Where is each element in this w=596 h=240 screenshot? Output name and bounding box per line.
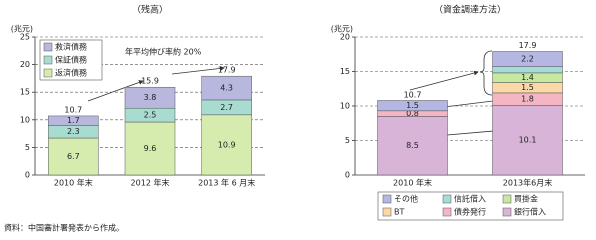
bar-segment	[492, 66, 563, 74]
bar-segment	[124, 121, 176, 176]
legend-swatch	[442, 207, 452, 217]
bar-segment	[124, 86, 176, 109]
total-label: 10.7	[404, 91, 422, 100]
legend-label: 銀行借入	[514, 207, 546, 217]
total-label: 10.7	[64, 105, 82, 114]
bar-segment	[377, 116, 448, 176]
x-tick-label: 2010 年末	[393, 178, 432, 188]
x-tick-label: 2012 年末	[131, 178, 170, 188]
y-tick-label: 15	[20, 88, 30, 97]
legend-swatch	[502, 207, 512, 217]
legend-label: 債券発行	[454, 207, 486, 217]
data-label: 1.7	[67, 116, 80, 125]
chart-title: （残高）	[132, 4, 168, 16]
legend-swatch	[502, 194, 512, 204]
data-label: 1.5	[521, 83, 534, 92]
data-label: 6.7	[67, 152, 80, 161]
legend-label: 保証債務	[55, 55, 87, 65]
data-label: 1.4	[521, 73, 534, 82]
data-label: 2.7	[220, 103, 233, 112]
y-tick-label: 15	[340, 67, 350, 76]
y-tick-label: 5	[345, 136, 350, 145]
y-tick-label: 25	[20, 33, 30, 42]
bar-segment	[492, 51, 563, 67]
compare-arrow	[409, 70, 479, 91]
legend-swatch	[43, 42, 53, 52]
legend-swatch	[382, 194, 392, 204]
bar-segment	[201, 75, 252, 101]
y-tick-label: 5	[25, 143, 30, 152]
y-axis-label: (兆元)	[11, 24, 33, 34]
x-tick-label: 2013年6月末	[503, 178, 552, 188]
total-label: 17.9	[218, 66, 236, 75]
data-label: 4.3	[220, 84, 233, 93]
y-tick-label: 10	[340, 102, 350, 111]
legend-label: BT	[394, 208, 404, 217]
data-label: 9.6	[144, 144, 157, 153]
y-tick-label: 0	[345, 171, 350, 180]
legend-label: 買掛金	[514, 194, 538, 204]
data-label: 10.1	[519, 136, 537, 145]
data-label: 1.8	[521, 95, 534, 104]
chart-title: （資金調達方法）	[434, 4, 506, 16]
x-tick-label: 2013 年 6 月末	[198, 178, 255, 188]
data-label: 10.9	[218, 140, 236, 149]
legend-swatch	[442, 194, 452, 204]
legend-label: その他	[394, 194, 418, 204]
data-label: 2.2	[521, 55, 534, 64]
trend-arrow	[171, 66, 225, 75]
source-note: 資料：中国審計署発表から作成。	[4, 223, 124, 233]
annotation: 年平均伸び率約 20%	[125, 47, 202, 57]
legend-label: 救済債務	[55, 42, 87, 52]
data-label: 2.3	[67, 127, 80, 136]
y-tick-label: 0	[25, 171, 30, 180]
legend-label: 信託借入	[454, 194, 486, 204]
legend-box	[377, 191, 564, 221]
y-tick-label: 20	[20, 60, 30, 69]
data-label: 1.5	[406, 101, 419, 110]
data-label: 8.5	[406, 141, 419, 150]
bar-segment	[377, 100, 448, 112]
brace	[479, 50, 493, 96]
trend-arrow	[87, 80, 144, 102]
legend-swatch	[43, 68, 53, 78]
x-tick-label: 2010 年末	[54, 178, 93, 188]
bar-segment	[492, 105, 563, 176]
y-tick-label: 20	[340, 33, 350, 42]
legend-swatch	[382, 207, 392, 217]
bar-segment	[48, 115, 99, 126]
bar-segment	[48, 137, 99, 176]
total-label: 17.9	[519, 41, 537, 50]
legend-label: 返済債務	[55, 68, 87, 78]
data-label: 2.5	[144, 111, 157, 120]
y-tick-label: 10	[20, 115, 30, 124]
y-axis-label: (兆元)	[331, 24, 353, 34]
legend-swatch	[43, 55, 53, 65]
data-label: 3.8	[144, 93, 157, 102]
total-label: 15.9	[141, 77, 159, 86]
data-label: 0.8	[406, 109, 419, 118]
